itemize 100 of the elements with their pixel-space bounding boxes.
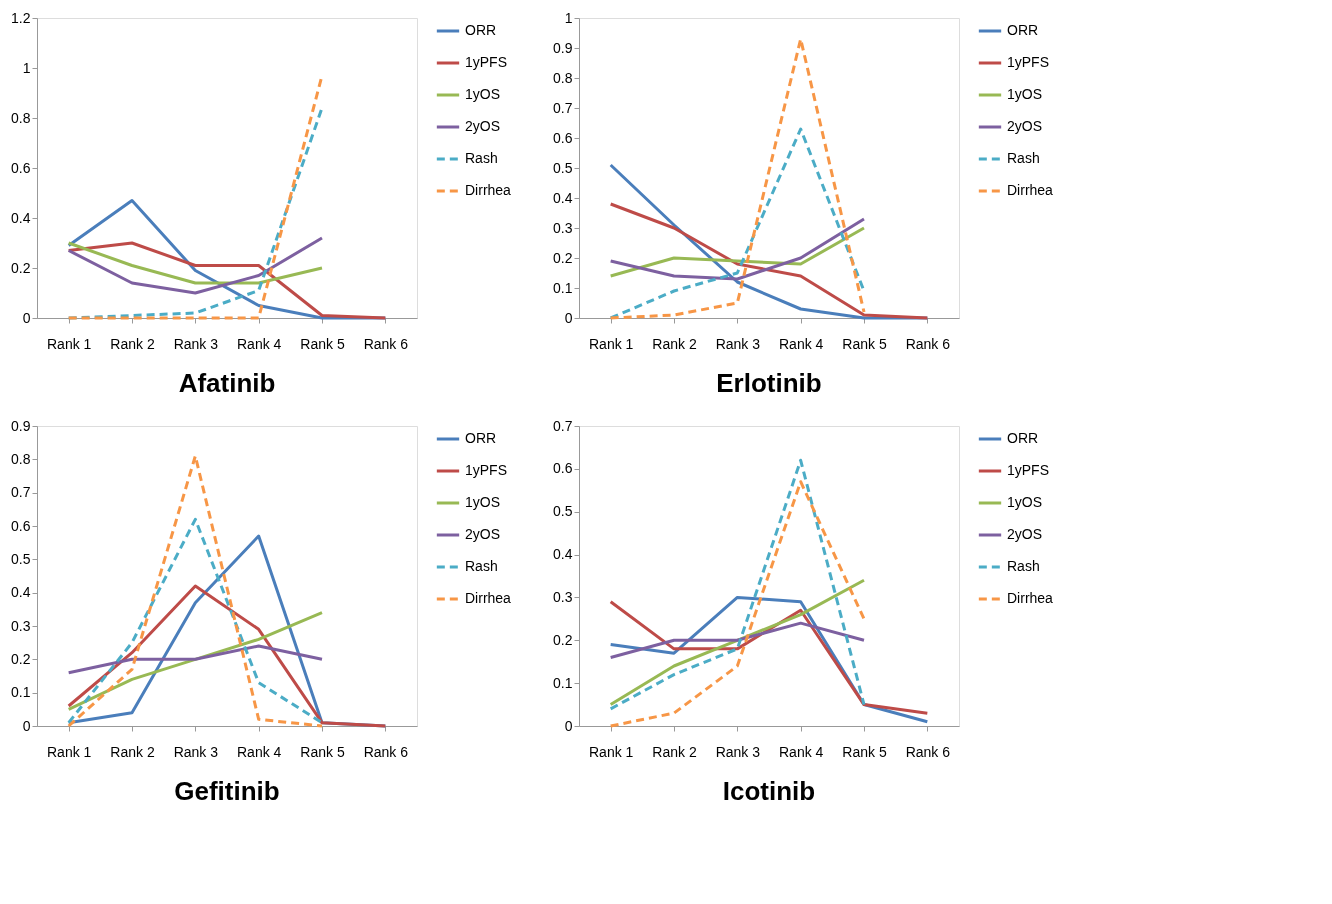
y-tick-label: 0.3 xyxy=(553,219,573,236)
legend-label: 1yOS xyxy=(1007,86,1043,102)
y-tick-label: 1 xyxy=(564,9,573,26)
y-tick-label: 0.2 xyxy=(553,631,573,648)
legend-label: ORR xyxy=(1007,22,1039,38)
legend-label: 1yOS xyxy=(465,494,501,510)
line-series xyxy=(67,454,324,728)
line-series xyxy=(609,37,866,320)
x-tick-label: Rank 4 xyxy=(778,335,824,352)
x-tick-label: Rank 1 xyxy=(46,743,92,760)
y-tick-label: 0.1 xyxy=(553,674,573,691)
line-series xyxy=(67,241,324,285)
legend-label: 1yPFS xyxy=(465,462,508,478)
x-tick-label: Rank 6 xyxy=(905,743,951,760)
x-tick-label: Rank 4 xyxy=(236,743,282,760)
x-tick-label: Rank 4 xyxy=(236,335,282,352)
y-tick-label: 0.1 xyxy=(553,279,573,296)
line-series xyxy=(67,584,387,728)
x-tick-label: Rank 6 xyxy=(363,335,409,352)
legend-label: 2yOS xyxy=(1007,118,1043,134)
y-tick-label: 0.8 xyxy=(553,69,573,86)
x-tick-label: Rank 1 xyxy=(46,335,92,352)
y-tick-label: 0.6 xyxy=(11,159,31,176)
y-tick-label: 0.8 xyxy=(11,109,31,126)
legend-label: 2yOS xyxy=(465,526,501,542)
y-tick-label: 0.4 xyxy=(11,209,31,226)
legend-label: 1yOS xyxy=(1007,494,1043,510)
legend-label: Rash xyxy=(1007,150,1040,166)
text: Erlotinib xyxy=(716,368,822,398)
legend-label: Dirrhea xyxy=(1007,182,1054,198)
legend-label: 1yOS xyxy=(465,86,501,102)
legend-label: Rash xyxy=(465,558,498,574)
x-tick-label: Rank 6 xyxy=(363,743,409,760)
x-tick-label: Rank 5 xyxy=(842,743,887,760)
y-tick-label: 0.9 xyxy=(553,39,573,56)
legend-label: Dirrhea xyxy=(1007,590,1054,606)
y-tick-label: 0.4 xyxy=(553,546,573,563)
legend-label: 1yPFS xyxy=(465,54,508,70)
y-tick-label: 0.7 xyxy=(553,417,573,434)
x-tick-label: Rank 5 xyxy=(842,335,887,352)
y-tick-label: 0.6 xyxy=(553,129,573,146)
x-tick-label: Rank 2 xyxy=(652,743,697,760)
y-tick-label: 0.2 xyxy=(11,650,31,667)
y-tick-label: 0 xyxy=(564,309,573,326)
legend-label: Dirrhea xyxy=(465,182,512,198)
y-tick-label: 0.4 xyxy=(553,189,573,206)
text: Gefitinib xyxy=(174,776,280,806)
y-tick-label: 0.6 xyxy=(553,460,573,477)
x-tick-label: Rank 2 xyxy=(110,335,155,352)
y-tick-label: 0.5 xyxy=(553,159,573,176)
line-series xyxy=(609,226,866,278)
y-tick-label: 0.7 xyxy=(11,484,31,501)
x-tick-label: Rank 3 xyxy=(715,335,761,352)
y-tick-label: 0.5 xyxy=(553,503,573,520)
legend-label: ORR xyxy=(1007,430,1039,446)
line-series xyxy=(67,241,387,320)
line-series xyxy=(67,236,324,295)
x-tick-label: Rank 3 xyxy=(173,335,219,352)
y-tick-label: 1.2 xyxy=(11,9,31,26)
y-tick-label: 0.1 xyxy=(11,684,31,701)
x-tick-label: Rank 3 xyxy=(715,743,761,760)
y-tick-label: 0.9 xyxy=(11,417,31,434)
y-tick-label: 0 xyxy=(564,717,573,734)
legend-label: Rash xyxy=(465,150,498,166)
legend-label: Rash xyxy=(1007,558,1040,574)
line-series xyxy=(609,578,866,707)
y-tick-label: 0.6 xyxy=(11,517,31,534)
y-tick-label: 0.3 xyxy=(553,588,573,605)
x-tick-label: Rank 4 xyxy=(778,743,824,760)
line-series xyxy=(67,517,324,725)
x-tick-label: Rank 3 xyxy=(173,743,219,760)
legend-label: 1yPFS xyxy=(1007,462,1050,478)
x-tick-label: Rank 6 xyxy=(905,335,951,352)
y-tick-label: 1 xyxy=(22,59,31,76)
legend-label: 1yPFS xyxy=(1007,54,1050,70)
y-tick-label: 0.2 xyxy=(553,249,573,266)
y-tick-label: 0.3 xyxy=(11,617,31,634)
legend-label: ORR xyxy=(465,22,497,38)
legend-label: 2yOS xyxy=(465,118,501,134)
y-tick-label: 0.5 xyxy=(11,550,31,567)
y-tick-label: 0 xyxy=(22,309,31,326)
x-tick-label: Rank 2 xyxy=(652,335,697,352)
x-tick-label: Rank 5 xyxy=(300,743,345,760)
x-tick-label: Rank 1 xyxy=(588,743,634,760)
x-tick-label: Rank 2 xyxy=(110,743,155,760)
legend-label: ORR xyxy=(465,430,497,446)
y-tick-label: 0.7 xyxy=(553,99,573,116)
text: Icotinib xyxy=(722,776,816,806)
y-tick-label: 0.2 xyxy=(11,259,31,276)
line-series xyxy=(609,127,866,320)
x-tick-label: Rank 1 xyxy=(588,335,634,352)
line-series xyxy=(609,217,866,281)
y-tick-label: 0.4 xyxy=(11,584,31,601)
y-tick-label: 0.8 xyxy=(11,450,31,467)
legend-label: Dirrhea xyxy=(465,590,512,606)
y-tick-label: 0 xyxy=(22,717,31,734)
x-tick-label: Rank 5 xyxy=(300,335,345,352)
line-series xyxy=(609,202,929,320)
legend-label: 2yOS xyxy=(1007,526,1043,542)
text: Afatinib xyxy=(178,368,276,398)
